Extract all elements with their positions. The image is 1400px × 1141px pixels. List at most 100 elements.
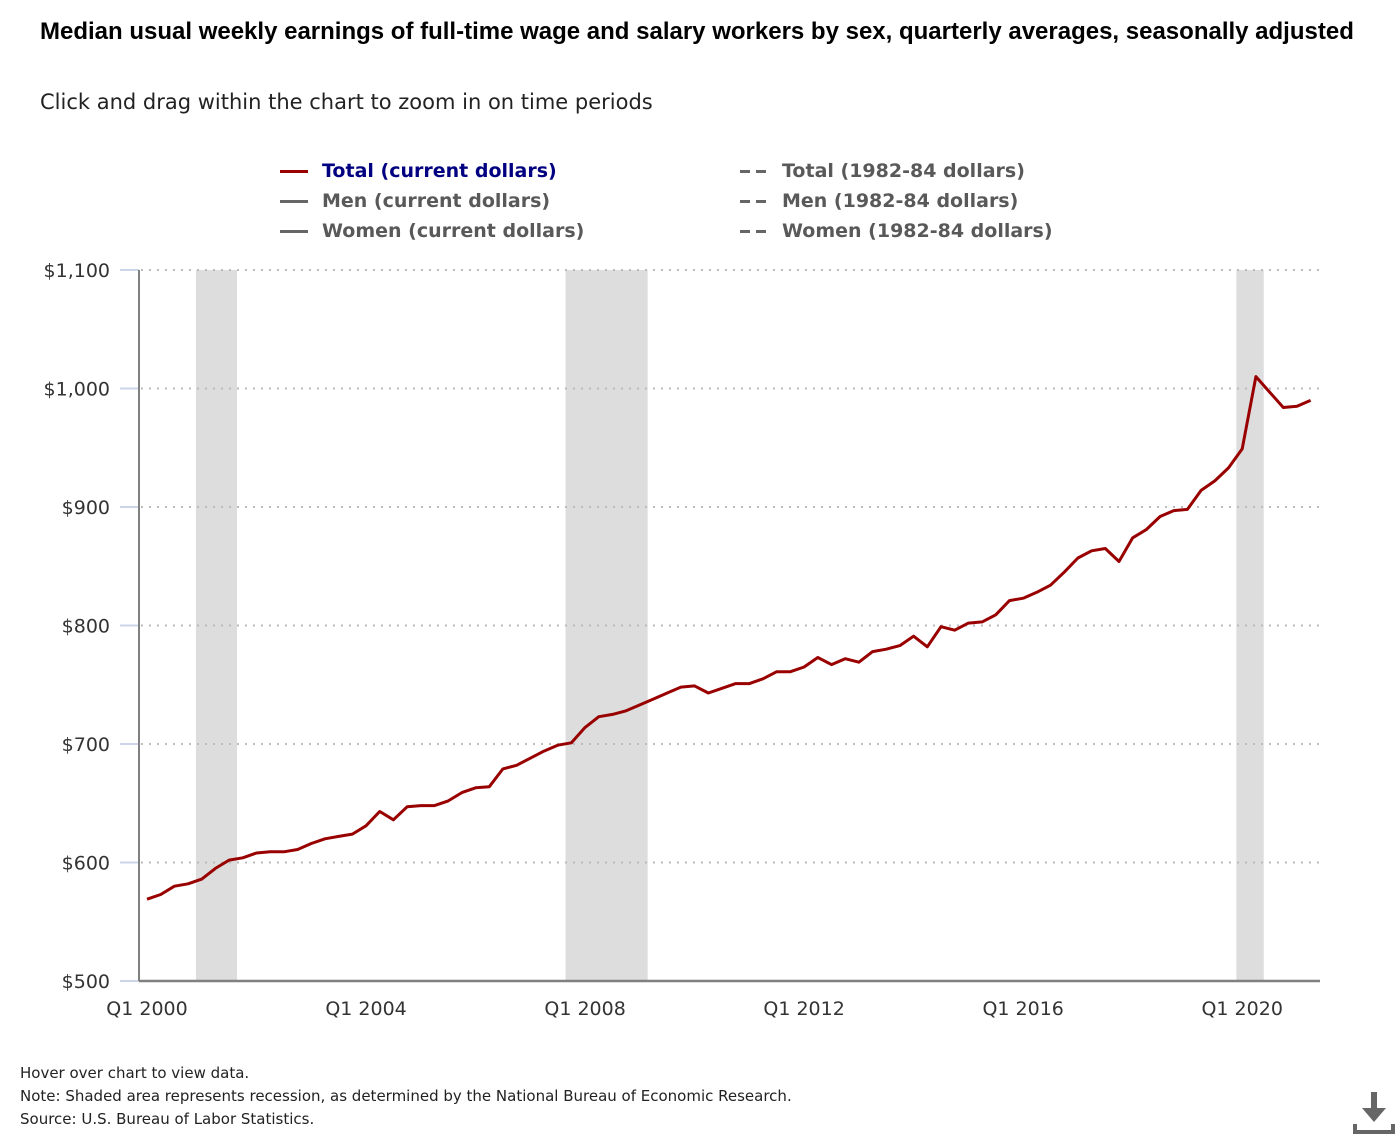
data-point[interactable] bbox=[377, 809, 383, 815]
data-point[interactable] bbox=[897, 643, 903, 649]
legend-item-women-current[interactable]: Women (current dollars) bbox=[280, 217, 584, 245]
data-point[interactable] bbox=[760, 676, 766, 682]
data-point[interactable] bbox=[486, 784, 492, 790]
data-point[interactable] bbox=[212, 865, 218, 871]
series-line-total-current[interactable] bbox=[146, 375, 1312, 901]
data-point[interactable] bbox=[254, 850, 260, 856]
data-point[interactable] bbox=[568, 740, 574, 746]
data-point[interactable] bbox=[281, 849, 287, 855]
data-point[interactable] bbox=[541, 748, 547, 754]
data-point[interactable] bbox=[1089, 548, 1095, 554]
data-point[interactable] bbox=[295, 846, 301, 852]
data-point[interactable] bbox=[719, 685, 725, 691]
data-point[interactable] bbox=[1075, 555, 1081, 561]
data-point[interactable] bbox=[1130, 535, 1136, 541]
data-point[interactable] bbox=[1280, 404, 1286, 410]
data-point[interactable] bbox=[965, 620, 971, 626]
legend-swatch-solid-icon bbox=[280, 199, 308, 203]
data-point[interactable] bbox=[404, 804, 410, 810]
data-point[interactable] bbox=[267, 849, 273, 855]
data-point[interactable] bbox=[815, 654, 821, 660]
data-point[interactable] bbox=[705, 690, 711, 696]
y-tick-label: $1,000 bbox=[44, 379, 110, 401]
data-point[interactable] bbox=[1253, 374, 1259, 380]
data-point[interactable] bbox=[363, 823, 369, 829]
data-point[interactable] bbox=[199, 876, 205, 882]
data-point[interactable] bbox=[979, 619, 985, 625]
data-point[interactable] bbox=[774, 669, 780, 675]
data-point[interactable] bbox=[637, 702, 643, 708]
data-point[interactable] bbox=[473, 785, 479, 791]
legend-item-men-current[interactable]: Men (current dollars) bbox=[280, 187, 550, 215]
data-point[interactable] bbox=[185, 881, 191, 887]
data-point[interactable] bbox=[623, 708, 629, 714]
data-point[interactable] bbox=[678, 684, 684, 690]
data-point[interactable] bbox=[349, 831, 355, 837]
data-point[interactable] bbox=[1020, 595, 1026, 601]
data-point[interactable] bbox=[1184, 506, 1190, 512]
data-point[interactable] bbox=[938, 624, 944, 630]
data-point[interactable] bbox=[1116, 559, 1122, 565]
data-point[interactable] bbox=[1034, 589, 1040, 595]
data-point[interactable] bbox=[596, 714, 602, 720]
data-point[interactable] bbox=[1308, 397, 1314, 403]
data-point[interactable] bbox=[445, 798, 451, 804]
legend-item-men-real[interactable]: Men (1982-84 dollars) bbox=[740, 187, 1018, 215]
data-point[interactable] bbox=[500, 766, 506, 772]
data-point[interactable] bbox=[787, 669, 793, 675]
data-point[interactable] bbox=[924, 644, 930, 650]
data-point[interactable] bbox=[1198, 487, 1204, 493]
data-point[interactable] bbox=[144, 896, 150, 902]
data-point[interactable] bbox=[856, 659, 862, 665]
data-point[interactable] bbox=[1171, 508, 1177, 514]
data-point[interactable] bbox=[911, 633, 917, 639]
data-point[interactable] bbox=[1239, 446, 1245, 452]
legend-item-total-current[interactable]: Total (current dollars) bbox=[280, 157, 557, 185]
data-point[interactable] bbox=[993, 612, 999, 618]
data-point[interactable] bbox=[1048, 582, 1054, 588]
download-button[interactable] bbox=[1352, 1090, 1396, 1136]
data-point[interactable] bbox=[171, 883, 177, 889]
data-point[interactable] bbox=[308, 841, 314, 847]
legend-item-women-real[interactable]: Women (1982-84 dollars) bbox=[740, 217, 1053, 245]
data-point[interactable] bbox=[733, 681, 739, 687]
data-point[interactable] bbox=[883, 646, 889, 652]
data-point[interactable] bbox=[664, 690, 670, 696]
data-point[interactable] bbox=[431, 803, 437, 809]
legend-label: Men (current dollars) bbox=[322, 190, 551, 212]
data-point[interactable] bbox=[1143, 527, 1149, 533]
data-point[interactable] bbox=[459, 790, 465, 796]
data-point[interactable] bbox=[1006, 598, 1012, 604]
data-point[interactable] bbox=[1061, 569, 1067, 575]
y-tick-label: $900 bbox=[62, 497, 110, 519]
data-point[interactable] bbox=[527, 755, 533, 761]
data-point[interactable] bbox=[158, 891, 164, 897]
data-point[interactable] bbox=[842, 656, 848, 662]
data-point[interactable] bbox=[336, 833, 342, 839]
data-point[interactable] bbox=[226, 857, 232, 863]
data-point[interactable] bbox=[1294, 403, 1300, 409]
data-point[interactable] bbox=[746, 681, 752, 687]
data-point[interactable] bbox=[609, 711, 615, 717]
data-point[interactable] bbox=[1226, 465, 1232, 471]
data-point[interactable] bbox=[1267, 389, 1273, 395]
data-point[interactable] bbox=[1212, 478, 1218, 484]
data-point[interactable] bbox=[1157, 513, 1163, 519]
data-point[interactable] bbox=[952, 627, 958, 633]
data-point[interactable] bbox=[692, 683, 698, 689]
line-chart[interactable]: $500 $600 $700 $800 $900 $1,000 $1,100 Q1 2000… bbox=[0, 250, 1400, 1040]
data-point[interactable] bbox=[801, 664, 807, 670]
data-point[interactable] bbox=[1102, 545, 1108, 551]
legend-label: Total (1982-84 dollars) bbox=[782, 160, 1025, 182]
legend-item-total-real[interactable]: Total (1982-84 dollars) bbox=[740, 157, 1025, 185]
data-point[interactable] bbox=[390, 817, 396, 823]
data-point[interactable] bbox=[555, 742, 561, 748]
data-point[interactable] bbox=[829, 662, 835, 668]
data-point[interactable] bbox=[870, 649, 876, 655]
data-point[interactable] bbox=[651, 696, 657, 702]
data-point[interactable] bbox=[322, 836, 328, 842]
data-point[interactable] bbox=[240, 855, 246, 861]
data-point[interactable] bbox=[582, 724, 588, 730]
data-point[interactable] bbox=[514, 762, 520, 768]
data-point[interactable] bbox=[418, 803, 424, 809]
